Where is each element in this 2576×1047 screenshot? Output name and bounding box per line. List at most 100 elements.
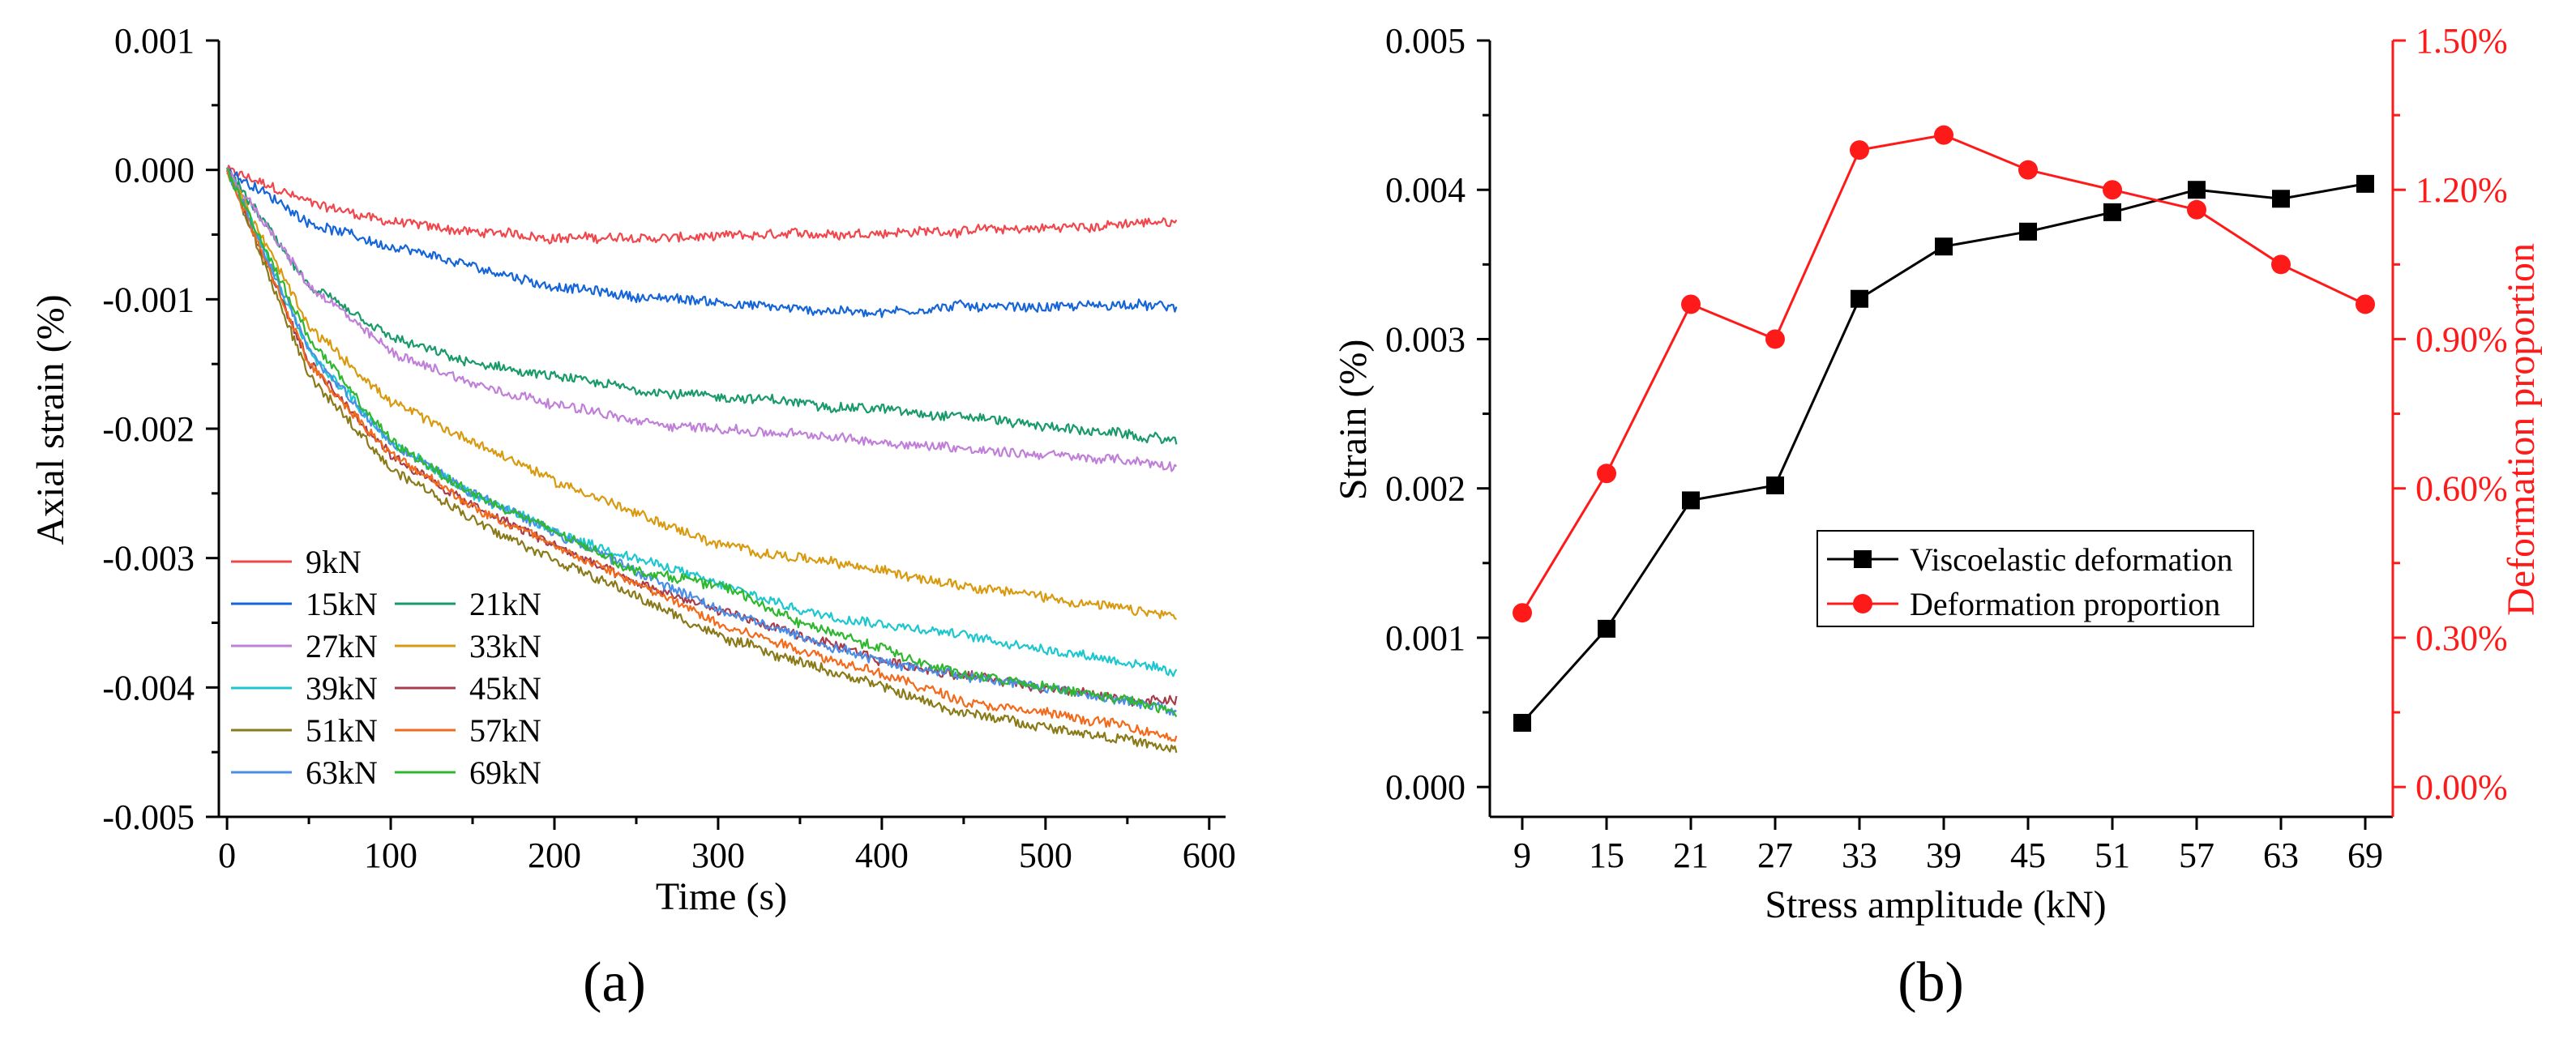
legend-box-b	[1816, 530, 2254, 627]
series-line-9kN	[226, 165, 1178, 245]
y-tick-label-a: 0.001	[114, 21, 195, 61]
x-axis-title-b: Stress amplitude (kN)	[1765, 883, 2106, 926]
y-right-tick-label-b: 1.20%	[2416, 170, 2508, 210]
series-line-Viscoelastic deformation	[1521, 182, 2366, 724]
y-tick-label-b: 0.004	[1385, 170, 1466, 210]
legend-label-15kN: 15kN	[306, 586, 378, 622]
x-tick-label-b: 45	[2010, 835, 2046, 875]
panel-label-a: (a)	[583, 951, 646, 1014]
point-marker	[2187, 199, 2206, 220]
x-tick-label-a: 600	[1183, 835, 1236, 875]
series-lines-a	[226, 165, 1178, 754]
legend-label-39kN: 39kN	[306, 670, 378, 707]
axes-b: 0.000 0.001 0.002 0.003 0.004 0.005 0.00% 0.30%…	[1385, 21, 2508, 875]
legend-label-69kN: 69kN	[469, 754, 541, 791]
point-marker	[2103, 203, 2121, 221]
point-marker	[2103, 180, 2122, 200]
series-b	[1513, 125, 2375, 732]
x-tick-label-b: 33	[1842, 835, 1877, 875]
x-tick-label-b: 69	[2347, 835, 2383, 875]
series-line-15kN	[226, 169, 1178, 318]
legend-a: 9kN 15kN 21kN 27kN 33kN 39kN 45kN 51kN 57kN 63kN 6…	[231, 544, 541, 791]
legend-label-21kN: 21kN	[469, 586, 541, 622]
legend-label-63kN: 63kN	[306, 754, 378, 791]
point-marker	[2272, 190, 2290, 208]
point-marker	[2019, 222, 2037, 241]
x-tick-label-b: 51	[2095, 835, 2130, 875]
x-tick-label-b: 21	[1673, 835, 1709, 875]
point-marker	[1681, 294, 1701, 314]
y-right-tick-label-b: 0.30%	[2416, 618, 2508, 658]
series-line-45kN	[226, 168, 1178, 707]
point-marker	[2356, 174, 2374, 193]
point-marker	[1934, 125, 1953, 145]
x-tick-label-a: 0	[218, 835, 236, 875]
point-marker	[1682, 491, 1700, 510]
x-axis-title-a: Time (s)	[656, 875, 787, 918]
legend-label-45kN: 45kN	[469, 670, 541, 707]
x-tick-label-a: 500	[1019, 835, 1072, 875]
legend-label-27kN: 27kN	[306, 628, 378, 665]
x-tick-label-b: 39	[1926, 835, 1962, 875]
panel-label-b: (b)	[1898, 951, 1964, 1014]
x-tick-label-a: 300	[691, 835, 745, 875]
x-tick-label-b: 9	[1513, 835, 1531, 875]
y-axis-title-b: Strain (%)	[1332, 340, 1375, 501]
legend-marker	[1854, 550, 1872, 568]
point-marker	[1851, 289, 1868, 308]
x-tick-label-a: 400	[855, 835, 909, 875]
chart-panel-a: 0.001 0.000 -0.001 -0.002 -0.003 -0.004 -0.005…	[29, 21, 1236, 1014]
series-line-33kN	[226, 168, 1177, 621]
point-marker	[1935, 237, 1953, 256]
x-tick-label-a: 200	[528, 835, 581, 875]
legend-label: Deformation proportion	[1910, 586, 2220, 622]
y-tick-label-a: -0.005	[102, 797, 195, 837]
y-tick-label-b: 0.000	[1385, 767, 1466, 807]
series-line-69kN	[226, 169, 1178, 718]
point-marker	[1765, 329, 1785, 349]
point-marker	[1513, 603, 1532, 623]
y-axis-right-title-b: Deformation proportion	[2500, 243, 2543, 616]
y-right-tick-label-b: 0.90%	[2416, 319, 2508, 359]
x-tick-label-b: 15	[1589, 835, 1624, 875]
series-line-51kN	[226, 169, 1178, 754]
point-marker	[1598, 619, 1615, 638]
point-marker	[1766, 476, 1784, 495]
legend-marker	[1853, 594, 1872, 613]
y-tick-label-b: 0.002	[1385, 469, 1466, 509]
legend-label: Viscoelastic deformation	[1910, 541, 2233, 578]
y-right-tick-label-b: 0.00%	[2416, 767, 2508, 807]
x-tick-label-b: 63	[2263, 835, 2299, 875]
point-marker	[2271, 254, 2291, 275]
point-marker	[2018, 160, 2038, 180]
y-axis-title-a: Axial strain (%)	[29, 294, 72, 545]
chart-panel-b: 0.000 0.001 0.002 0.003 0.004 0.005 0.00% 0.30%…	[1332, 21, 2543, 1014]
point-marker	[1850, 140, 1869, 160]
point-marker	[1597, 464, 1616, 484]
y-tick-label-a: -0.004	[102, 668, 195, 707]
x-tick-label-b: 57	[2179, 835, 2214, 875]
point-marker	[2188, 181, 2206, 199]
legend-label-9kN: 9kN	[306, 544, 362, 580]
y-tick-label-a: 0.000	[114, 151, 195, 190]
y-tick-label-b: 0.001	[1385, 618, 1466, 658]
legend-label-51kN: 51kN	[306, 712, 378, 749]
y-tick-label-b: 0.003	[1385, 319, 1466, 359]
x-tick-label-a: 100	[364, 835, 417, 875]
y-tick-label-a: -0.001	[102, 280, 195, 319]
point-marker	[2356, 294, 2375, 314]
legend-label-33kN: 33kN	[469, 628, 541, 665]
series-line-27kN	[226, 171, 1178, 472]
point-marker	[1513, 713, 1531, 732]
series-line-21kN	[226, 167, 1178, 445]
axes-a: 0.001 0.000 -0.001 -0.002 -0.003 -0.004 -0.005…	[102, 21, 1235, 875]
series-line-57kN	[226, 169, 1178, 742]
legend-label-57kN: 57kN	[469, 712, 541, 749]
legend-b: Viscoelastic deformation Deformation prop…	[1816, 530, 2254, 627]
y-right-tick-label-b: 1.50%	[2416, 21, 2508, 61]
y-tick-label-a: -0.002	[102, 409, 195, 449]
x-tick-label-b: 27	[1757, 835, 1793, 875]
y-tick-label-a: -0.003	[102, 539, 195, 579]
y-tick-label-b: 0.005	[1385, 21, 1466, 61]
y-right-tick-label-b: 0.60%	[2416, 469, 2508, 509]
